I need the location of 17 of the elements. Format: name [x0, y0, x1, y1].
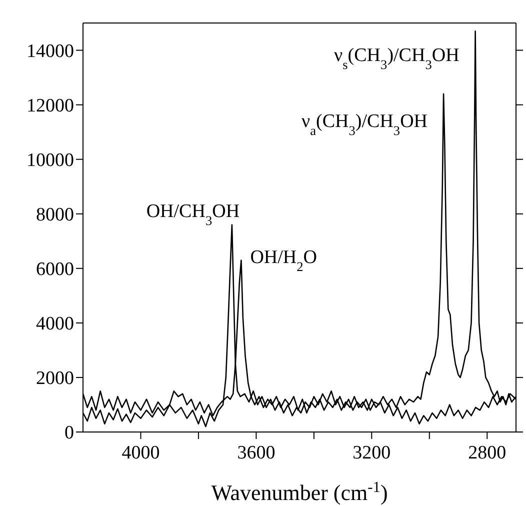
- x-tick-label: 4000: [122, 442, 160, 464]
- annotation: ν$_{s}$(CH$_{3}$)/CH$_{3}$OH: [334, 45, 460, 72]
- y-tick-label: 4000: [36, 314, 74, 335]
- x-tick-label: 3200: [352, 442, 391, 464]
- y-tick-label: 2000: [36, 368, 74, 390]
- y-tick-label: 8000: [36, 204, 74, 226]
- x-tick-label: 2800: [468, 442, 506, 464]
- y-tick-label: 6000: [36, 259, 74, 280]
- x-tick-label: 3600: [237, 442, 276, 464]
- annotation: ν$_{a}$(CH$_{3}$)/CH$_{3}$OH: [302, 110, 428, 138]
- annotation: OH/H$_{2}$O: [250, 247, 318, 274]
- y-tick-label: 10000: [26, 150, 74, 172]
- y-tick-label: 0: [64, 422, 74, 444]
- x-axis-title: Wavenumber (cm$^{-1}$): [211, 478, 388, 505]
- y-tick-label: 12000: [26, 96, 74, 117]
- y-tick-label: 14000: [26, 41, 74, 62]
- annotation: OH/CH$_{3}$OH: [146, 200, 240, 228]
